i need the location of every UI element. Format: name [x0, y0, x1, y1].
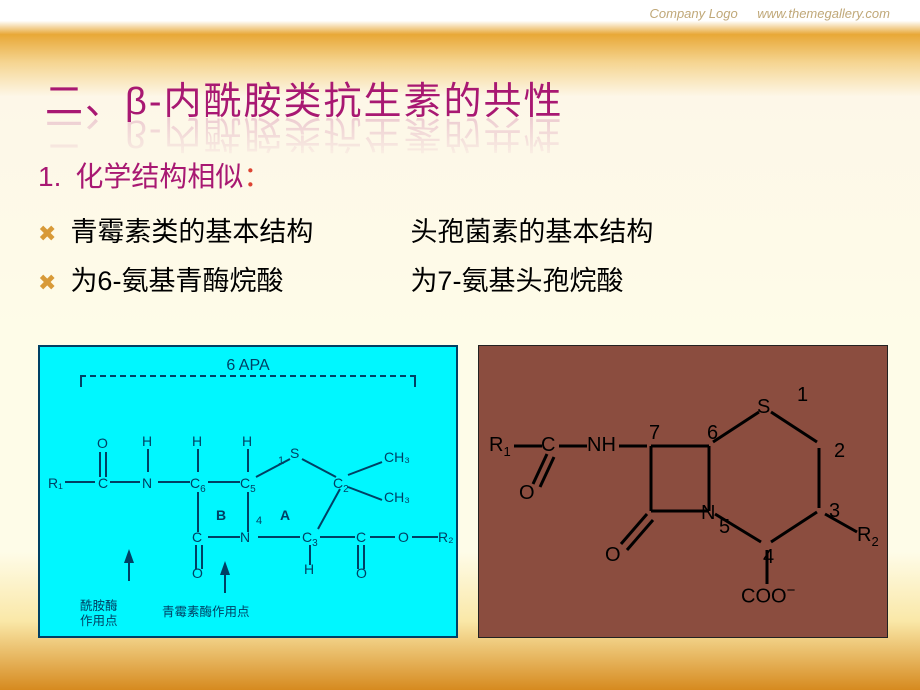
subheading-text: 化学结构相似 — [75, 161, 243, 192]
apa-label: 6 APA — [40, 357, 456, 375]
diagrams-row: 6 APA — [38, 345, 888, 638]
bullet-icon: ✖ — [38, 269, 56, 298]
lbl-N: N — [142, 475, 152, 491]
bullet-icon: ✖ — [38, 220, 56, 249]
header-links: Company Logo www.themegallery.com — [650, 6, 891, 21]
subheading-num: 1. — [38, 161, 61, 192]
header-url: www.themegallery.com — [757, 6, 890, 21]
bullet-1-left: 青霉素类的基本结构 — [70, 210, 410, 249]
ring-B: B — [216, 507, 226, 523]
lbl-O1: O — [97, 435, 108, 451]
penicillinase-arrow — [220, 561, 230, 575]
lbl-S: S — [290, 445, 299, 461]
subheading: 1. 化学结构相似： — [38, 155, 890, 195]
diagram-6apa: 6 APA — [38, 345, 458, 638]
lbl-R1: R₁ — [48, 475, 63, 491]
company-logo-text: Company Logo — [650, 6, 738, 21]
footnote-amidase: 酰胺酶作用点 — [80, 599, 118, 629]
lbl-Hc6: H — [192, 433, 202, 449]
ring-A: A — [280, 507, 290, 523]
bullet-2-right: 为7-氨基头孢烷酸 — [410, 259, 623, 298]
aca-structure-svg — [479, 346, 889, 639]
lbl-Hc5: H — [242, 433, 252, 449]
bullet-row-1: ✖ 青霉素类的基本结构 头孢菌素的基本结构 — [38, 210, 890, 249]
amidase-arrow — [124, 549, 134, 563]
content-area: 1. 化学结构相似： ✖ 青霉素类的基本结构 头孢菌素的基本结构 ✖ 为6-氨基青… — [38, 155, 890, 308]
footnote-penicillinase: 青霉素酶作用点 — [162, 605, 250, 620]
apa-bracket — [80, 375, 416, 387]
lbl-Hn: H — [142, 433, 152, 449]
bullet-2-left: 为6-氨基青酶烷酸 — [70, 259, 410, 298]
bullet-1-right: 头孢菌素的基本结构 — [410, 210, 653, 249]
bullet-row-2: ✖ 为6-氨基青酶烷酸 为7-氨基头孢烷酸 — [38, 259, 890, 298]
subheading-colon: ： — [243, 161, 271, 192]
diagram-7aca: R1 C O NH 7 6 S 1 2 3 R2 4 N 5 O COO− — [478, 345, 888, 638]
